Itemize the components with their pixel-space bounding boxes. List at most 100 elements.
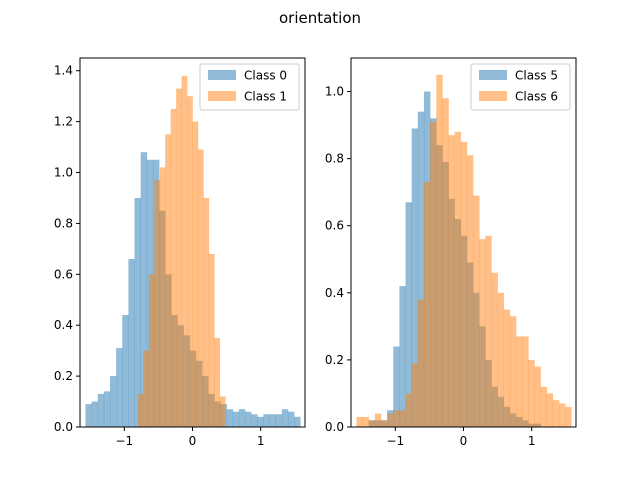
series-class-1 [137, 75, 226, 428]
x-tick-label: 0 [460, 434, 468, 448]
histogram-bar [516, 336, 523, 427]
histogram-bar [226, 409, 234, 427]
histogram-bar [192, 121, 199, 428]
histogram-bar [85, 404, 92, 427]
y-tick-label: 0.8 [325, 152, 344, 166]
y-tick-label: 0.2 [325, 353, 344, 367]
histogram-bar [159, 167, 166, 427]
histogram-bar [110, 376, 117, 427]
y-tick-label: 1.0 [325, 85, 344, 99]
histogram-bar [203, 197, 210, 427]
y-tick-label: 0.4 [325, 286, 344, 300]
histogram-bar [170, 108, 177, 428]
y-tick-label: 1.2 [54, 115, 73, 129]
histogram-bar [91, 401, 99, 427]
histogram-bar [442, 98, 449, 427]
histogram-bar [509, 316, 517, 427]
histogram-bar [181, 75, 188, 427]
legend: Class 5 Class 6 [470, 63, 571, 111]
histogram-bar [565, 406, 572, 427]
x-tick-label: 1 [528, 434, 536, 448]
histogram-bar [522, 336, 529, 427]
histogram-bar [275, 414, 283, 427]
series-class-6 [356, 74, 572, 428]
histogram-bar [430, 121, 437, 428]
histogram-bar [528, 359, 535, 427]
y-tick-label: 1.0 [54, 166, 73, 180]
histogram-bar [411, 128, 419, 427]
legend-label: Class 5 [515, 69, 558, 83]
histogram-bar [417, 299, 425, 427]
histogram-bar [448, 135, 455, 427]
x-tick-label: 0 [189, 434, 197, 448]
histogram-bar [368, 420, 376, 427]
histogram-bar [374, 413, 382, 427]
histogram-bar [411, 363, 419, 427]
histogram-bar [460, 141, 468, 428]
legend-label: Class 0 [244, 69, 287, 83]
histogram-bar [417, 111, 425, 428]
histogram-bar [140, 152, 148, 427]
histogram-bar [540, 386, 547, 427]
histogram-bar [238, 409, 246, 427]
histogram-bar [269, 414, 276, 427]
right-histogram-panel: −1 0 1 0.0 0.2 0.4 0.6 0.8 1.0 Class 5 Class 6 [325, 57, 577, 448]
histogram-bar [281, 409, 289, 427]
histogram-bar [534, 366, 541, 427]
legend-swatch [479, 91, 507, 101]
histogram-bar [387, 413, 394, 427]
figure-title: orientation [279, 9, 361, 27]
y-tick-label: 0.6 [325, 219, 344, 233]
histogram-bar [393, 346, 400, 427]
histogram-bar [393, 410, 400, 427]
histogram-bar [399, 286, 406, 427]
histogram-bar [546, 393, 554, 427]
left-histogram-panel: −1 0 10.00.20.40.60.81.01.21.4 Class 0Class… [54, 57, 306, 448]
histogram-bar [356, 416, 363, 427]
y-tick-label: 0.0 [54, 420, 73, 434]
histogram-bar [503, 309, 511, 427]
legend-swatch [208, 70, 236, 80]
y-tick-label: 1.4 [54, 64, 73, 78]
histogram-bar [473, 195, 480, 427]
histogram-bar [187, 96, 193, 428]
histogram-bar [479, 239, 486, 427]
histogram-bar [214, 337, 221, 427]
x-tick-label: 1 [257, 434, 265, 448]
legend-swatch [479, 70, 507, 80]
histogram-bar [122, 315, 129, 427]
histogram-bar [436, 74, 443, 428]
histogram-bar [423, 182, 431, 427]
histogram-bar [219, 396, 226, 427]
histogram-bar [232, 411, 240, 427]
y-tick-label: 0.6 [54, 267, 73, 281]
histogram-bar [134, 197, 141, 427]
histogram-bar [405, 202, 412, 427]
histogram-bar [103, 391, 111, 427]
legend-swatch [208, 91, 236, 101]
histogram-bar [97, 393, 105, 427]
histogram-bar [485, 235, 492, 427]
histogram-bar [154, 180, 161, 427]
histogram-bar [148, 274, 155, 427]
histogram-bar [497, 292, 505, 427]
histogram-bar [165, 134, 171, 427]
y-tick-label: 0.4 [54, 318, 73, 332]
legend-label: Class 1 [244, 90, 287, 104]
histogram-bar [381, 420, 388, 427]
histogram-bar [454, 131, 462, 428]
histogram-bar [491, 272, 498, 427]
histogram-bar [197, 149, 204, 428]
histogram-bar [362, 416, 370, 427]
histogram-bar [558, 403, 566, 427]
y-tick-label: 0.2 [54, 369, 73, 383]
histogram-bar [257, 416, 264, 427]
x-tick-label: −1 [386, 434, 404, 448]
histogram-bar [128, 259, 135, 427]
histogram-bar [466, 155, 474, 427]
histogram-bar [176, 88, 182, 427]
histogram-bar [294, 416, 301, 427]
histogram-bar [552, 400, 560, 427]
y-tick-label: 0.0 [325, 420, 344, 434]
